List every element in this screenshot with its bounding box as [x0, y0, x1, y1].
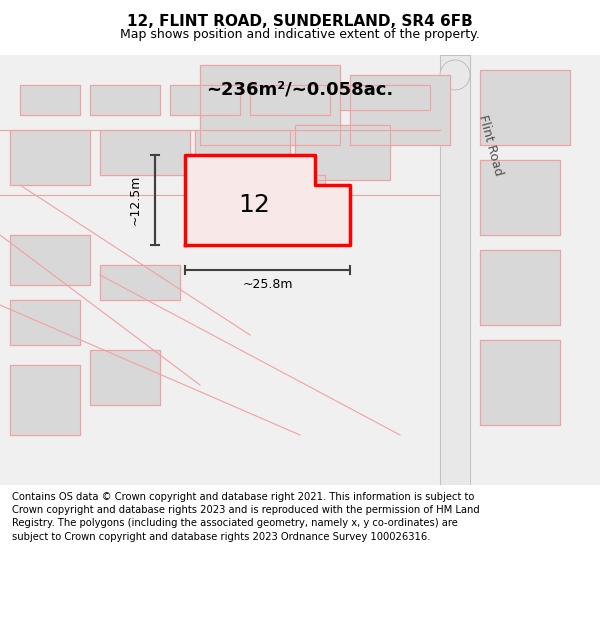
Polygon shape — [10, 235, 90, 285]
Polygon shape — [295, 125, 390, 180]
Polygon shape — [195, 130, 290, 180]
Polygon shape — [480, 250, 560, 325]
Polygon shape — [480, 70, 570, 145]
Polygon shape — [440, 55, 470, 485]
Polygon shape — [205, 175, 325, 230]
Text: Map shows position and indicative extent of the property.: Map shows position and indicative extent… — [120, 28, 480, 41]
Polygon shape — [170, 85, 240, 115]
Polygon shape — [340, 85, 430, 110]
Polygon shape — [100, 265, 180, 300]
Text: Contains OS data © Crown copyright and database right 2021. This information is : Contains OS data © Crown copyright and d… — [12, 492, 480, 542]
Polygon shape — [350, 75, 450, 145]
Polygon shape — [10, 130, 90, 185]
Polygon shape — [20, 85, 80, 115]
Polygon shape — [480, 340, 560, 425]
Ellipse shape — [440, 60, 470, 90]
Polygon shape — [10, 365, 80, 435]
Text: Flint Road: Flint Road — [476, 113, 505, 177]
Polygon shape — [90, 350, 160, 405]
Polygon shape — [185, 155, 350, 245]
Polygon shape — [100, 130, 190, 175]
Text: ~25.8m: ~25.8m — [242, 279, 293, 291]
Polygon shape — [90, 85, 160, 115]
Polygon shape — [250, 85, 330, 115]
Polygon shape — [10, 300, 80, 345]
Text: 12: 12 — [238, 192, 270, 216]
Polygon shape — [195, 190, 255, 230]
Polygon shape — [200, 65, 340, 145]
Text: ~236m²/~0.058ac.: ~236m²/~0.058ac. — [206, 81, 394, 99]
Polygon shape — [480, 160, 560, 235]
Text: 12, FLINT ROAD, SUNDERLAND, SR4 6FB: 12, FLINT ROAD, SUNDERLAND, SR4 6FB — [127, 14, 473, 29]
Text: ~12.5m: ~12.5m — [128, 175, 142, 225]
